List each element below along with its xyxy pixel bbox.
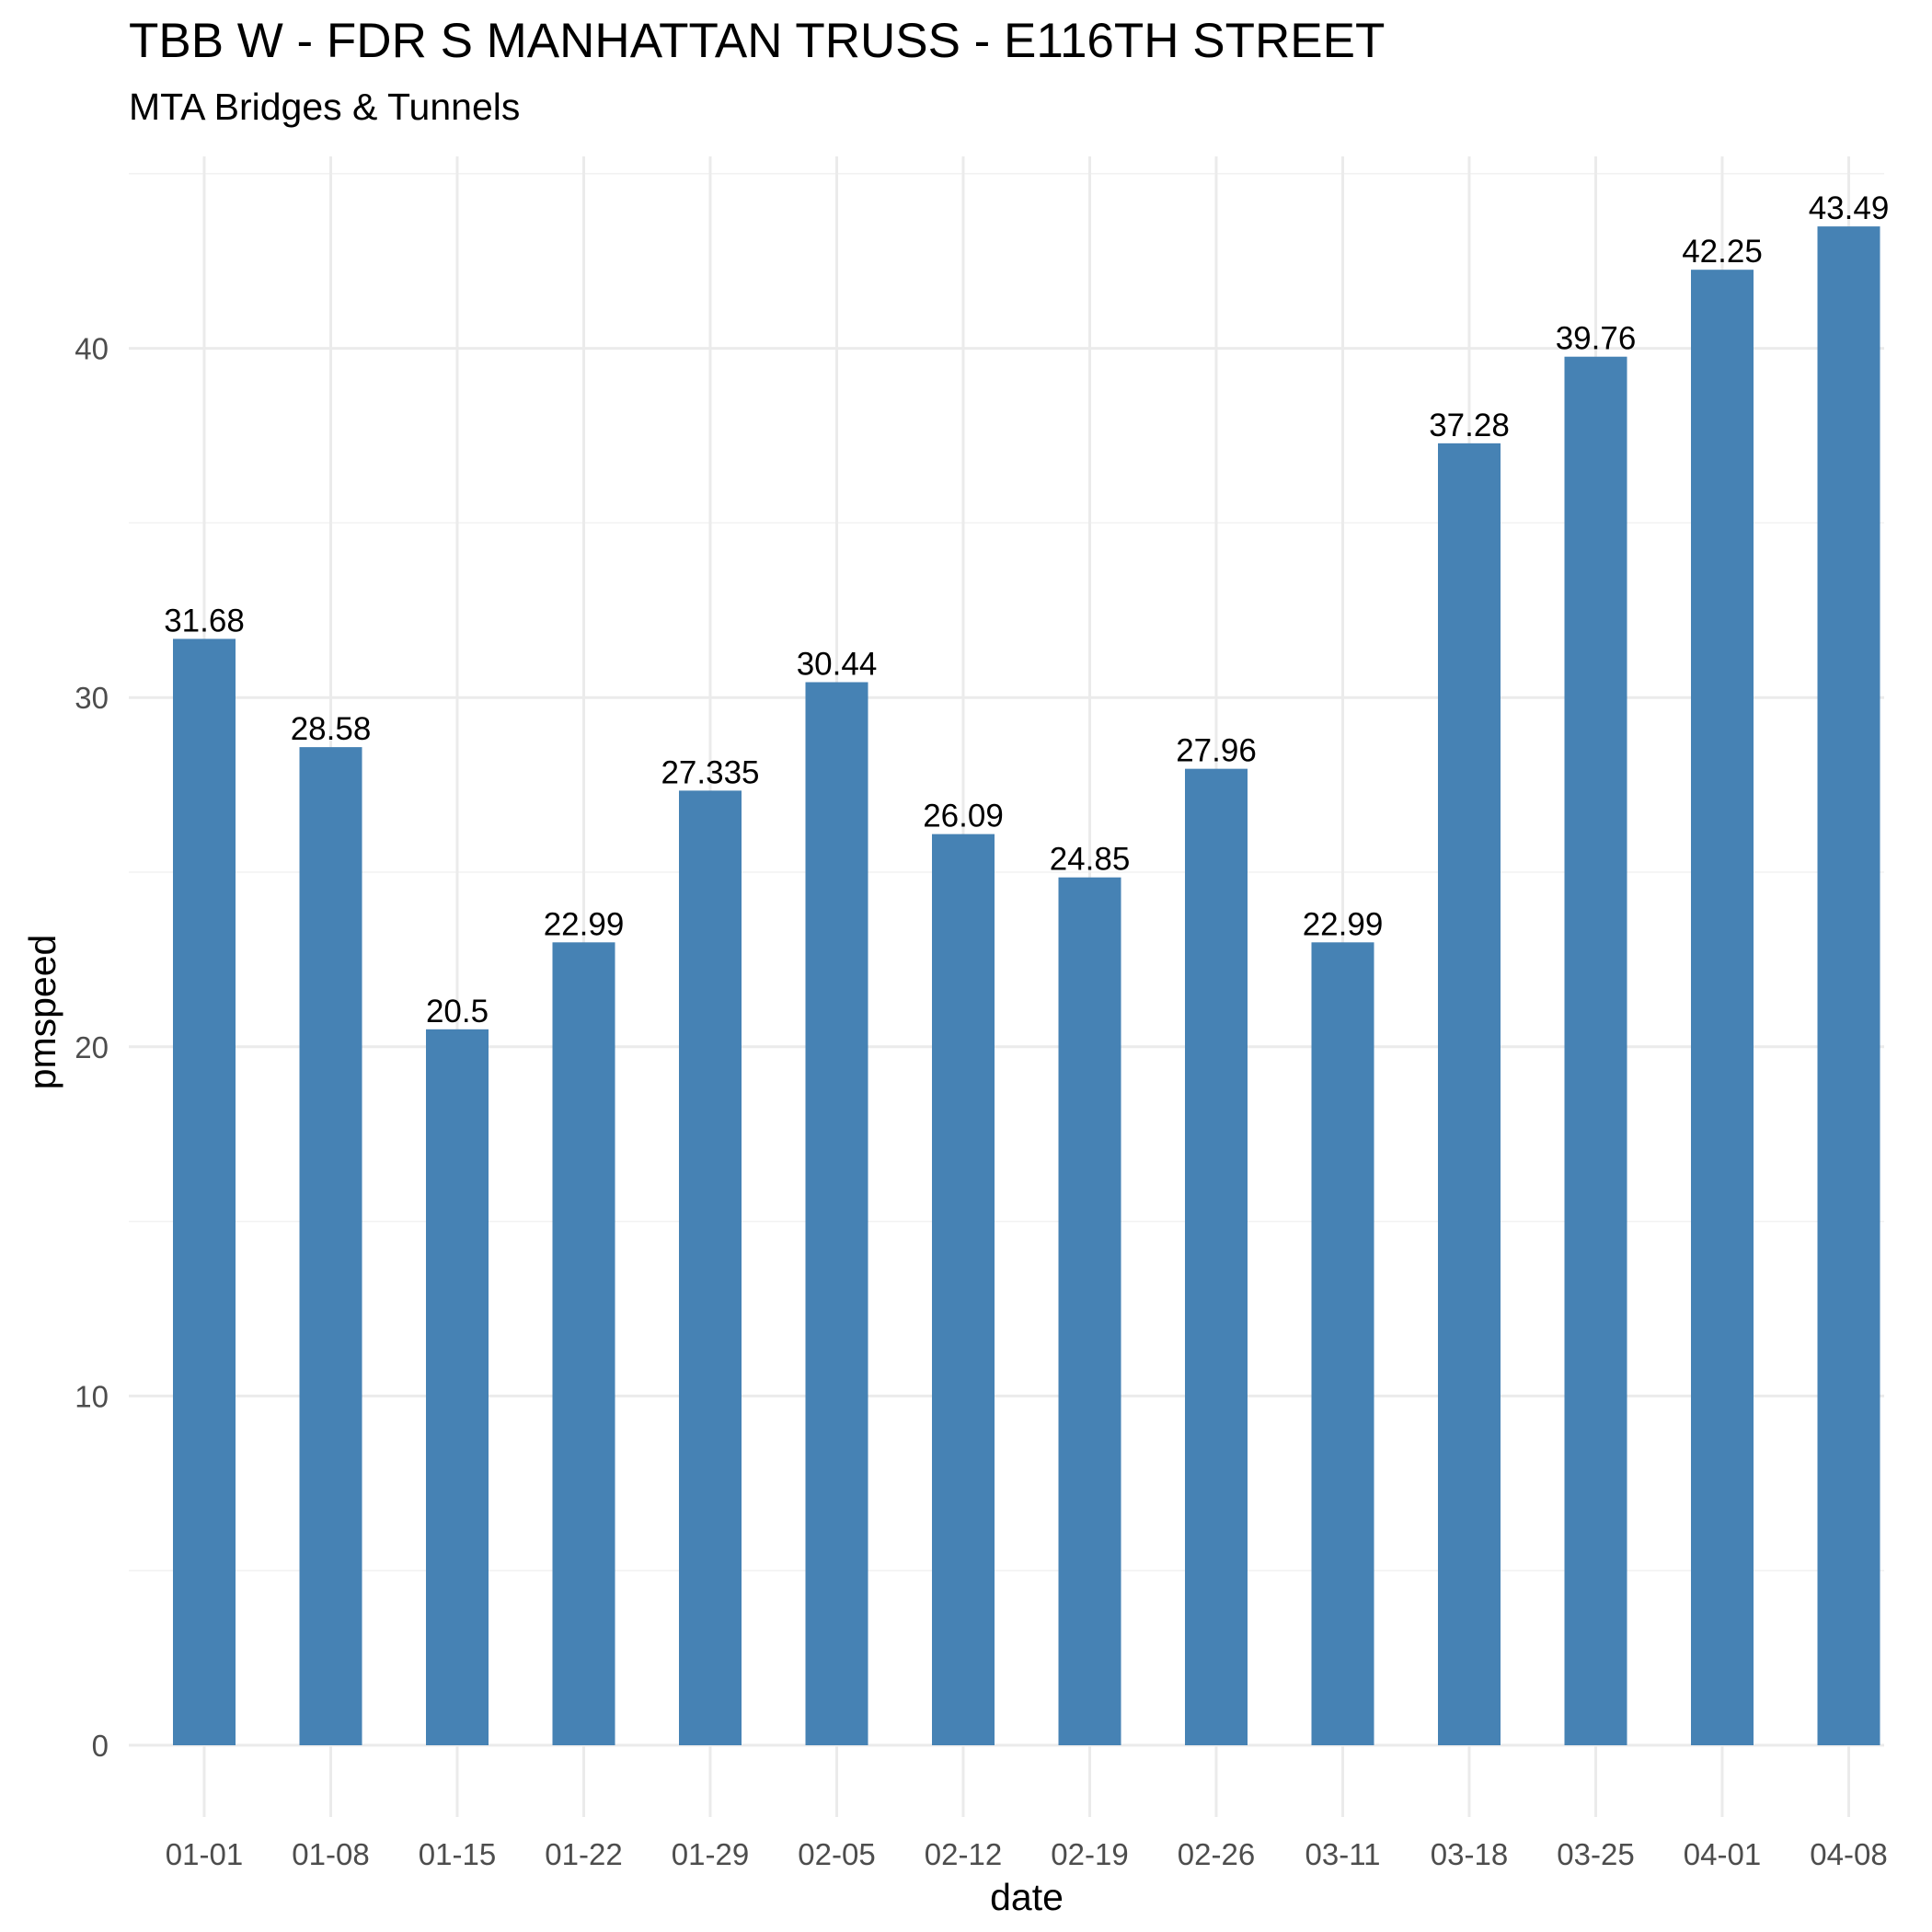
x-tick-label: 03-11 [1305, 1837, 1381, 1871]
bar-02-05 [805, 682, 868, 1746]
bar-04-08 [1817, 226, 1880, 1745]
data-label: 37.28 [1429, 408, 1510, 443]
data-label: 27.96 [1176, 733, 1257, 769]
data-label: 22.99 [544, 906, 625, 942]
bar-01-15 [426, 1029, 489, 1745]
data-label: 31.68 [164, 603, 245, 638]
bar-01-08 [299, 747, 362, 1745]
x-tick-label: 02-12 [925, 1837, 1002, 1871]
x-tick-label: 02-05 [798, 1837, 875, 1871]
y-tick-label: 0 [92, 1729, 109, 1763]
x-tick-label: 01-15 [419, 1837, 496, 1871]
data-label: 24.85 [1050, 842, 1131, 878]
y-axis-title: pmspeed [21, 935, 63, 1090]
x-tick-label: 01-08 [292, 1837, 369, 1871]
bar-02-26 [1185, 768, 1248, 1745]
y-tick-label: 10 [75, 1379, 109, 1413]
bar-02-19 [1058, 877, 1121, 1745]
data-label: 26.09 [923, 799, 1004, 834]
data-label: 42.25 [1682, 234, 1763, 270]
bars [173, 226, 1880, 1746]
data-labels: 31.68 28.58 20.5 22.99 27.335 30.44 26.09 24.85… [164, 190, 1889, 1029]
bar-01-22 [552, 942, 615, 1745]
data-label: 39.76 [1556, 321, 1637, 357]
x-tick-label: 03-25 [1557, 1837, 1634, 1871]
bar-01-29 [679, 790, 742, 1745]
bar-04-01 [1691, 270, 1754, 1746]
data-label: 43.49 [1809, 190, 1890, 226]
y-tick-label: 40 [75, 332, 109, 366]
data-label: 20.5 [426, 994, 489, 1029]
bar-01-01 [173, 638, 236, 1745]
chart-title: TBB W - FDR S MANHATTAN TRUSS - E116TH S… [129, 14, 1385, 68]
y-tick-label: 30 [75, 681, 109, 715]
y-axis-ticks: 0 10 20 30 40 [75, 332, 109, 1763]
data-label: 27.335 [661, 754, 759, 790]
bar-02-12 [932, 834, 995, 1745]
x-tick-label: 01-29 [672, 1837, 749, 1871]
bar-03-18 [1438, 443, 1501, 1745]
x-axis-title: date [990, 1876, 1064, 1918]
bar-03-25 [1564, 356, 1627, 1745]
x-tick-label: 02-26 [1178, 1837, 1255, 1871]
x-tick-label: 01-01 [166, 1837, 243, 1871]
x-tick-label: 04-08 [1810, 1837, 1887, 1871]
chart-subtitle: MTA Bridges & Tunnels [129, 86, 520, 128]
x-axis-ticks: 01-01 01-08 01-15 01-22 01-29 02-05 02-12 02-19… [166, 1837, 1888, 1871]
data-label: 22.99 [1303, 906, 1384, 942]
bar-03-11 [1311, 942, 1374, 1745]
x-tick-label: 04-01 [1684, 1837, 1761, 1871]
x-tick-label: 01-22 [545, 1837, 622, 1871]
data-label: 30.44 [797, 646, 878, 682]
x-tick-label: 02-19 [1051, 1837, 1128, 1871]
y-tick-label: 20 [75, 1030, 109, 1064]
data-label: 28.58 [291, 711, 372, 747]
x-tick-label: 03-18 [1431, 1837, 1508, 1871]
